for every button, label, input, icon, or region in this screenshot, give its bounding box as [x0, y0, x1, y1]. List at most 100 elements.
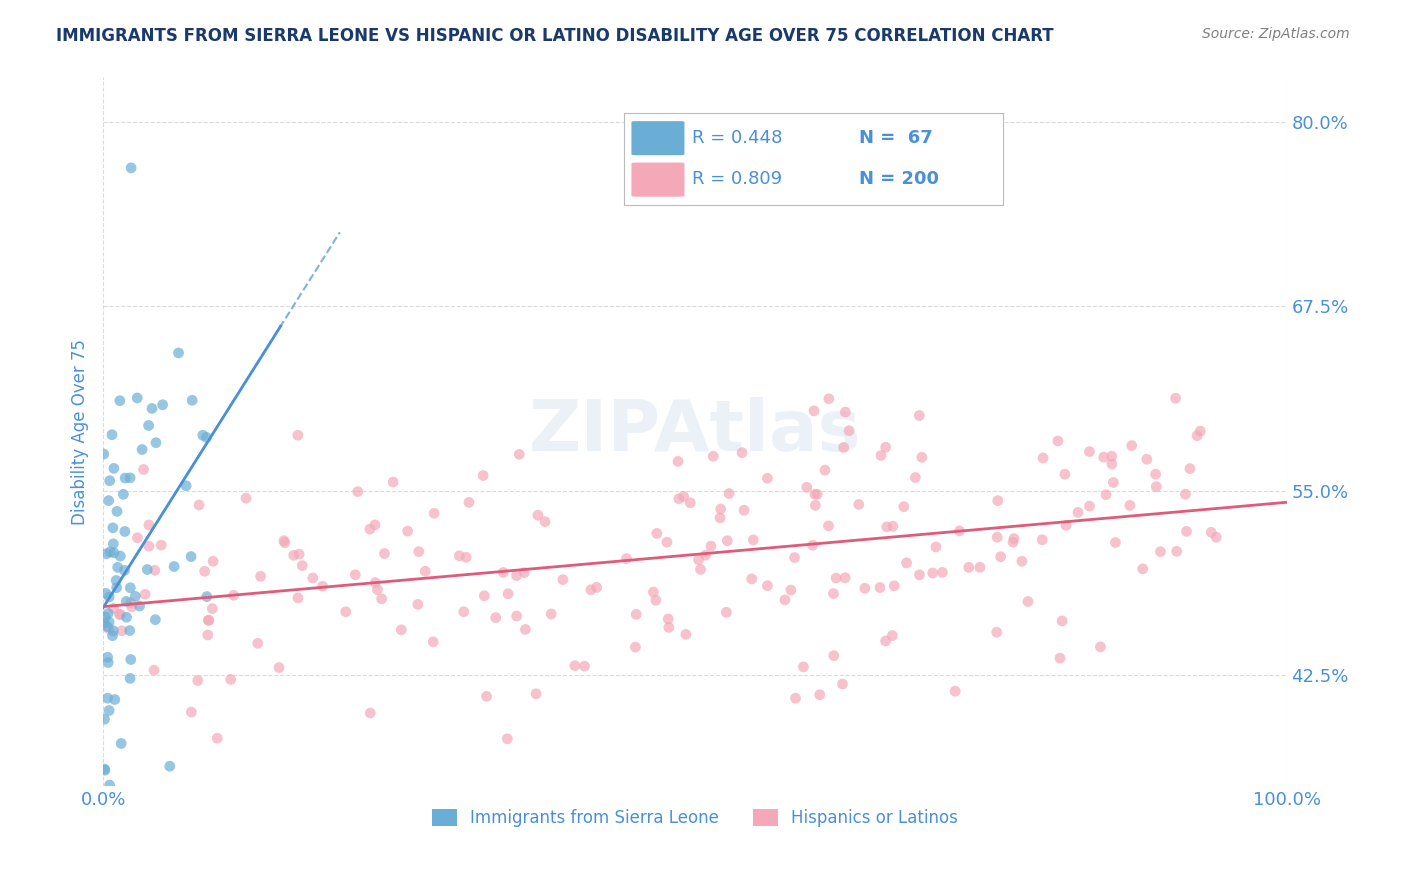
Point [396, 524, 419, 538]
Point [579, 582, 602, 597]
Point [679, 496, 702, 510]
Point [925, 540, 948, 554]
Point [1149, 544, 1171, 558]
Point [1175, 524, 1198, 539]
Point [1164, 391, 1187, 405]
Point [1031, 533, 1053, 547]
Point [624, 640, 647, 654]
Point [1189, 424, 1212, 438]
Point [876, 520, 898, 534]
Point [1132, 562, 1154, 576]
Point [756, 471, 779, 485]
Point [98, 590, 121, 604]
Point [1144, 480, 1167, 494]
Point [1067, 506, 1090, 520]
Point [364, 517, 387, 532]
Point [804, 487, 827, 501]
Point [1144, 467, 1167, 482]
Point [103, 461, 125, 475]
Point [817, 519, 839, 533]
Point [534, 515, 557, 529]
Point [986, 625, 1008, 640]
Point [120, 652, 142, 666]
Point [120, 471, 142, 485]
Point [904, 470, 927, 484]
Point [105, 574, 128, 588]
Point [222, 588, 245, 602]
Point [1101, 449, 1123, 463]
Point [870, 449, 893, 463]
Point [283, 549, 305, 563]
Point [132, 462, 155, 476]
Point [1178, 461, 1201, 475]
Point [485, 610, 508, 624]
Point [120, 581, 142, 595]
Point [97, 656, 120, 670]
Point [814, 463, 837, 477]
Point [114, 563, 136, 577]
Point [335, 605, 357, 619]
Point [103, 537, 125, 551]
Point [733, 503, 755, 517]
Y-axis label: Disability Age Over 75: Disability Age Over 75 [72, 339, 89, 524]
Point [1136, 452, 1159, 467]
Text: Source: ZipAtlas.com: Source: ZipAtlas.com [1202, 27, 1350, 41]
Point [103, 624, 125, 638]
Point [197, 628, 219, 642]
Point [195, 430, 218, 444]
Point [513, 566, 536, 580]
Point [643, 585, 665, 599]
Point [741, 572, 763, 586]
Point [1078, 499, 1101, 513]
Point [202, 554, 225, 568]
Point [364, 575, 387, 590]
Point [235, 491, 257, 506]
Point [817, 392, 839, 406]
Point [93, 447, 115, 461]
Point [796, 480, 818, 494]
Point [152, 398, 174, 412]
Point [143, 563, 166, 577]
Point [108, 607, 131, 622]
Point [1095, 488, 1118, 502]
Point [359, 522, 381, 536]
Point [120, 672, 142, 686]
Point [496, 587, 519, 601]
Point [823, 586, 845, 600]
Point [831, 677, 853, 691]
Point [792, 660, 814, 674]
Point [423, 506, 446, 520]
Point [921, 566, 943, 580]
Point [145, 435, 167, 450]
Point [564, 658, 586, 673]
Point [987, 493, 1010, 508]
Point [1101, 457, 1123, 471]
Point [98, 778, 121, 792]
Point [389, 623, 412, 637]
Point [882, 629, 904, 643]
Point [167, 346, 190, 360]
Point [695, 548, 717, 562]
Point [110, 549, 132, 563]
Point [124, 590, 146, 604]
Point [585, 581, 607, 595]
Point [658, 620, 681, 634]
Point [101, 427, 124, 442]
Point [274, 536, 297, 550]
Point [990, 549, 1012, 564]
Point [198, 613, 221, 627]
Point [1121, 439, 1143, 453]
Point [1017, 594, 1039, 608]
Point [616, 551, 638, 566]
Point [853, 582, 876, 596]
Point [97, 607, 120, 621]
Point [127, 531, 149, 545]
Point [111, 624, 134, 638]
Point [143, 613, 166, 627]
Point [96, 619, 118, 633]
Point [756, 579, 779, 593]
Point [93, 762, 115, 776]
Point [104, 692, 127, 706]
Point [1078, 444, 1101, 458]
Point [505, 568, 527, 582]
